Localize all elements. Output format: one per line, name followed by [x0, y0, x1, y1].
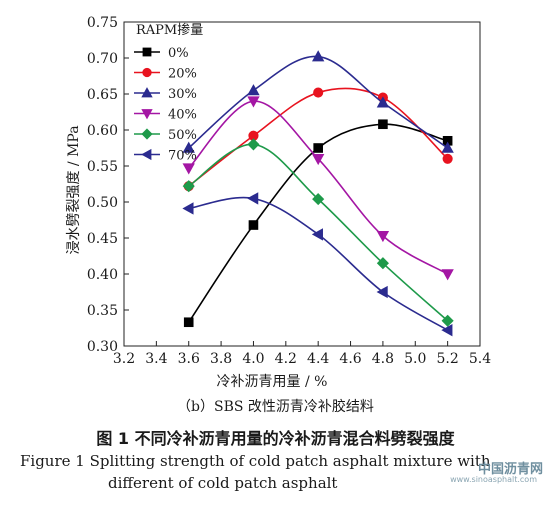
x-tick-label: 4.8 — [372, 351, 394, 367]
x-tick-label: 4.6 — [339, 351, 361, 367]
figure-caption-en-line2: different of cold patch asphalt — [108, 474, 338, 492]
data-point-50pct — [247, 138, 260, 151]
legend-marker — [142, 67, 152, 78]
series-line-20pct — [188, 87, 449, 187]
legend-marker — [141, 109, 153, 120]
y-tick-label: 0.55 — [87, 159, 118, 175]
data-point-50pct — [182, 180, 195, 193]
legend-label: 40% — [168, 108, 197, 123]
y-tick-label: 0.45 — [87, 231, 118, 247]
data-point-30pct — [441, 141, 454, 153]
x-tick-label: 3.8 — [210, 351, 232, 367]
data-point-40pct — [441, 269, 454, 281]
x-tick-label: 5.4 — [469, 351, 491, 367]
y-tick-label: 0.60 — [87, 123, 118, 139]
data-point-30pct — [312, 50, 325, 62]
data-point-40pct — [247, 96, 260, 108]
data-point-40pct — [376, 231, 390, 243]
legend-title: RAPM掺量 — [136, 22, 203, 38]
legend-marker — [141, 87, 153, 98]
y-tick-label: 0.40 — [87, 267, 118, 283]
legend-label: 30% — [168, 87, 197, 102]
data-point-50pct — [312, 193, 325, 206]
y-tick-label: 0.70 — [87, 51, 118, 67]
data-point-20pct — [442, 153, 453, 164]
legend-marker — [142, 47, 152, 57]
data-point-30pct — [247, 84, 260, 96]
x-tick-label: 4.4 — [307, 351, 329, 367]
data-point-70pct — [182, 202, 194, 215]
x-tick-label: 4.0 — [242, 351, 264, 367]
data-point-0pct — [183, 317, 194, 328]
subcaption: （b）SBS 改性沥青冷补胶结料 — [177, 399, 374, 415]
y-axis-label: 浸水劈裂强度 / MPa — [65, 125, 82, 254]
legend-label: 0% — [168, 46, 189, 61]
watermark-url: www.sinoasphalt.com — [450, 475, 537, 484]
y-tick-label: 0.65 — [87, 87, 118, 103]
legend-marker — [141, 128, 153, 140]
data-point-30pct — [182, 141, 195, 153]
data-point-0pct — [378, 119, 388, 130]
data-point-40pct — [182, 163, 195, 175]
data-point-30pct — [376, 96, 390, 108]
series-line-30pct — [188, 55, 449, 149]
x-tick-label: 4.2 — [275, 351, 297, 367]
x-tick-label: 5.2 — [437, 351, 459, 367]
legend-label: 50% — [168, 128, 197, 143]
data-point-0pct — [313, 143, 323, 153]
x-tick-label: 3.4 — [145, 351, 167, 367]
watermark-logo: 中国沥青网 — [477, 462, 543, 477]
data-point-40pct — [312, 153, 325, 166]
data-point-20pct — [313, 87, 324, 98]
y-tick-label: 0.50 — [87, 195, 118, 211]
x-tick-label: 3.6 — [178, 351, 200, 367]
data-point-70pct — [441, 323, 453, 337]
data-point-50pct — [376, 257, 389, 270]
figure-caption-cn: 图 1 不同冷补沥青用量的冷补沥青混合料劈裂强度 — [96, 429, 455, 448]
legend-label: 20% — [168, 67, 197, 82]
data-point-0pct — [248, 220, 259, 230]
legend-label: 70% — [168, 149, 197, 164]
x-tick-label: 3.2 — [113, 351, 135, 367]
x-tick-label: 5.0 — [404, 351, 426, 367]
figure-caption-en-line1: Figure 1 Splitting strength of cold patc… — [20, 452, 491, 470]
data-point-50pct — [441, 314, 454, 327]
data-point-70pct — [247, 192, 259, 205]
x-axis-label: 冷补沥青用量 / % — [217, 374, 328, 390]
y-tick-label: 0.75 — [87, 15, 118, 31]
y-tick-label: 0.30 — [87, 339, 118, 355]
legend-marker — [141, 148, 152, 161]
y-tick-label: 0.35 — [87, 303, 118, 319]
plot-frame — [123, 21, 481, 347]
data-point-70pct — [376, 285, 388, 299]
data-point-70pct — [311, 228, 323, 241]
chart: 3.2 3.4 3.6 3.8 4.0 4.2 4.4 4.6 4.8 5.0 5.2 5.4 0.30… — [65, 15, 491, 390]
